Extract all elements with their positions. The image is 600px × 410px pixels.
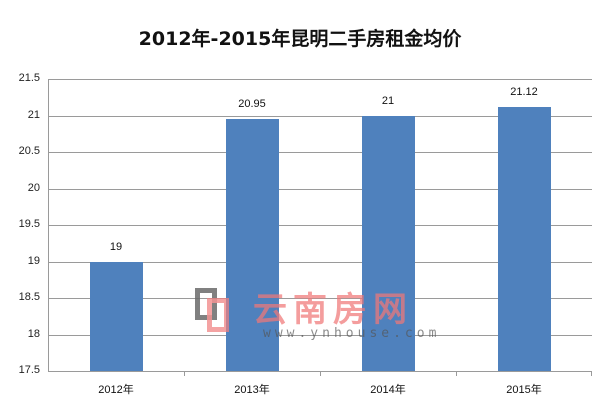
y-tick-label: 20 (27, 181, 40, 194)
plot-area (48, 79, 592, 376)
watermark-logo-red-square (207, 298, 229, 332)
watermark-text: 云南房网 (253, 290, 413, 330)
gridline (48, 298, 592, 299)
x-tick-label: 2013年 (234, 384, 270, 396)
bar-value-label: 21 (381, 94, 395, 107)
bar-2013年 (225, 119, 279, 371)
y-tick-label: 18.5 (18, 291, 40, 303)
y-tick-label: 19.5 (18, 218, 40, 230)
y-tick-label: 17.5 (18, 364, 40, 376)
chart-title: 2012年-2015年昆明二手房租金均价 (138, 28, 462, 50)
gridline (48, 334, 592, 336)
bar-2014年 (361, 115, 415, 371)
y-tick-label: 21.5 (18, 72, 40, 84)
x-tick (456, 371, 457, 376)
x-tick-label: 2014年 (370, 384, 406, 396)
x-tick-label: 2015年 (506, 384, 542, 396)
gridline (48, 79, 592, 80)
gridline (48, 261, 592, 263)
y-tick-label: 18 (27, 327, 40, 340)
bar-value-label: 19 (109, 240, 123, 253)
x-tick (591, 371, 592, 376)
bar-2015年 (497, 106, 551, 371)
watermark: 云南房网 www.ynhouse.com (193, 286, 473, 341)
x-tick (320, 371, 321, 376)
gridline (48, 152, 592, 153)
y-tick-label: 20.5 (18, 145, 40, 157)
y-tick-label: 21 (27, 108, 40, 121)
gridline (48, 188, 592, 190)
watermark-url: www.ynhouse.com (263, 326, 441, 341)
watermark-logo-gray-square (195, 288, 217, 320)
x-tick-label: 2012年 (98, 384, 134, 396)
y-tick-label: 19 (27, 254, 40, 267)
x-tick (184, 371, 185, 376)
gridline (48, 115, 592, 117)
gridline (48, 225, 592, 226)
bar-value-label: 21.12 (510, 85, 538, 98)
bar-value-label: 20.95 (238, 98, 266, 111)
bar-2012年 (89, 261, 143, 371)
